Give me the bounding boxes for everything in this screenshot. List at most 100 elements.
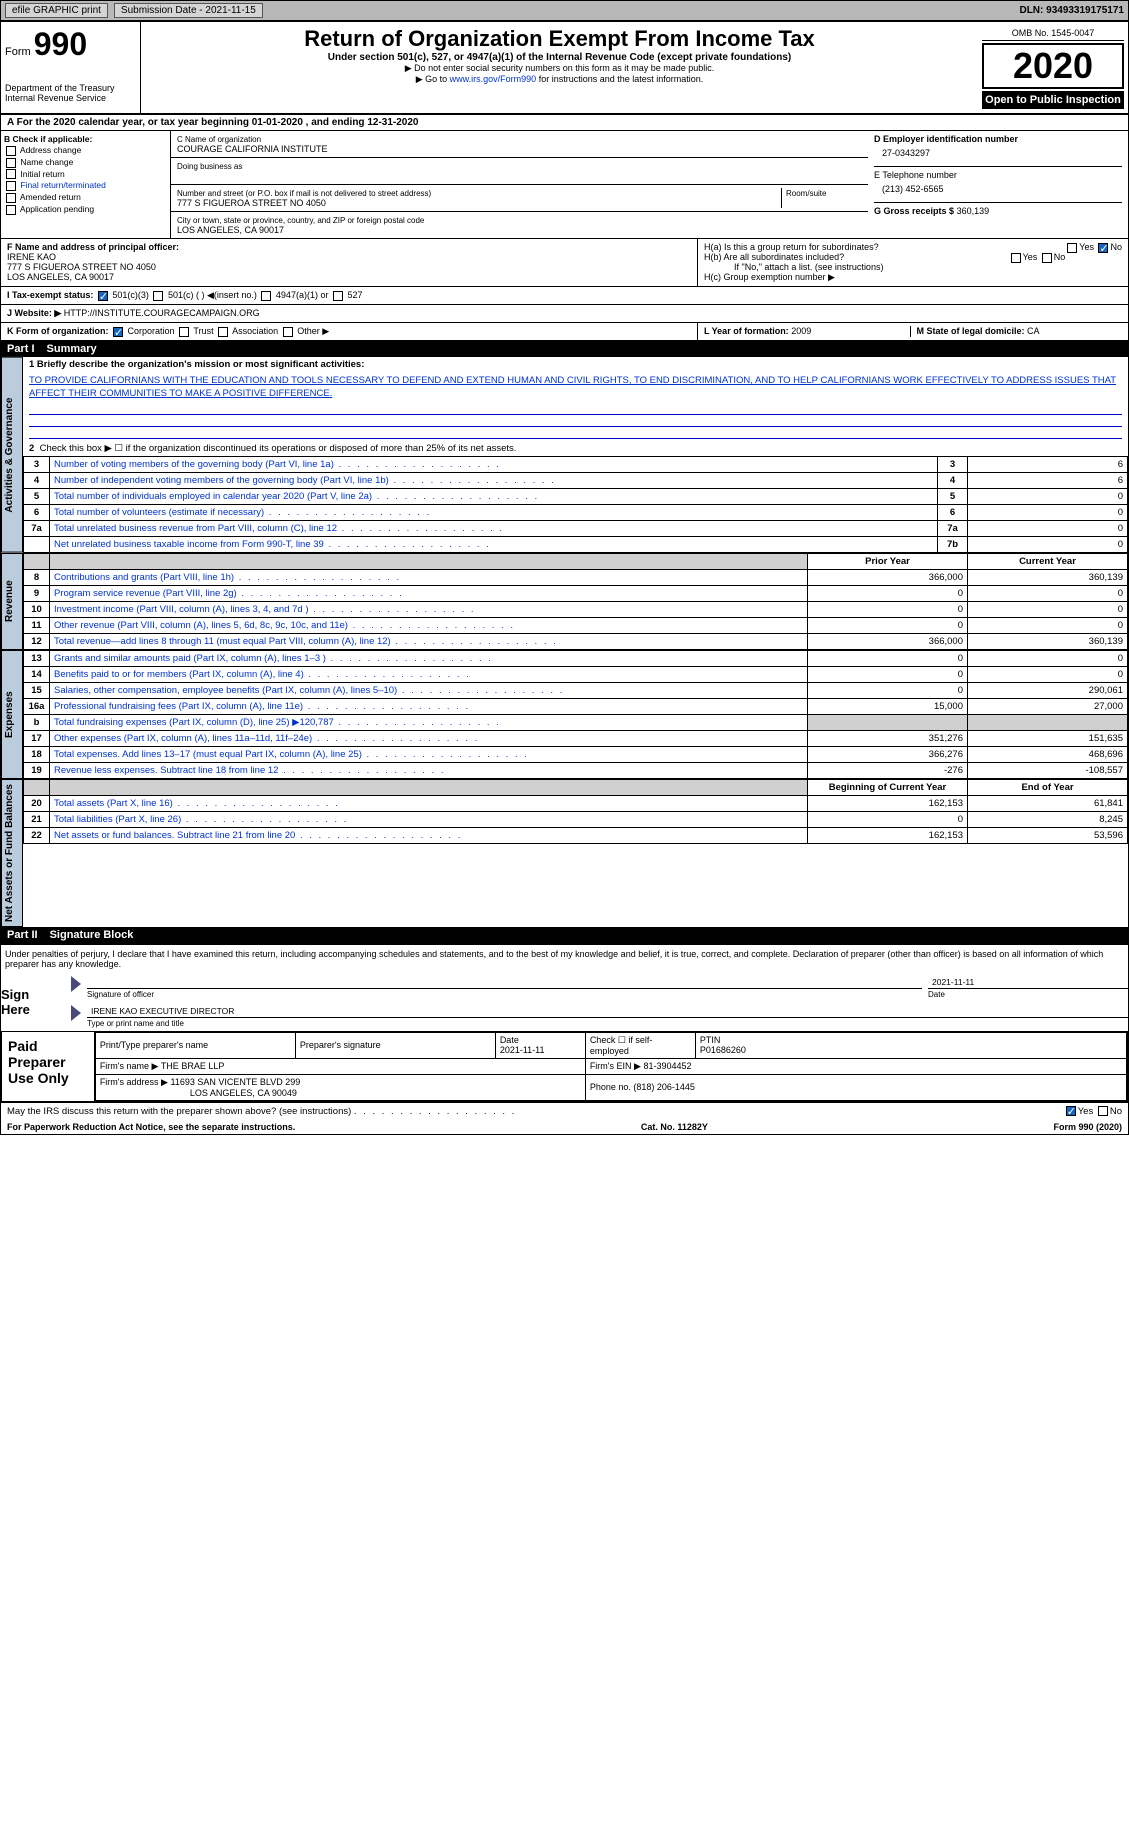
col-c: C Name of organization COURAGE CALIFORNI… xyxy=(171,131,868,238)
table-row: 10Investment income (Part VIII, column (… xyxy=(24,601,1128,617)
netassets-table: Beginning of Current Year End of Year 20… xyxy=(23,779,1128,844)
ein: 27-0343297 xyxy=(882,148,1122,158)
ck-amended[interactable]: Amended return xyxy=(4,192,167,203)
firm-addr: 11693 SAN VICENTE BLVD 299 xyxy=(170,1077,300,1087)
city-cell: City or town, state or province, country… xyxy=(171,212,868,238)
netassets-section: Net Assets or Fund Balances Beginning of… xyxy=(1,779,1128,927)
foot-right: Form 990 (2020) xyxy=(1053,1122,1122,1132)
table-row: 5Total number of individuals employed in… xyxy=(24,488,1128,504)
city: LOS ANGELES, CA 90017 xyxy=(177,225,284,235)
row-bcd: B Check if applicable: Address change Na… xyxy=(1,131,1128,239)
part1-header: Part ISummary xyxy=(1,341,1128,357)
ck-assoc[interactable] xyxy=(218,327,228,337)
line2: 2 Check this box ▶ ☐ if the organization… xyxy=(23,441,1128,456)
sign-here-label: Sign Here xyxy=(1,987,61,1017)
sig-arrow-icon-2 xyxy=(71,1005,81,1021)
expenses-section: Expenses 13Grants and similar amounts pa… xyxy=(1,650,1128,779)
header-left: Form 990 Department of the Treasury Inte… xyxy=(1,22,141,113)
ck-501c[interactable] xyxy=(153,291,163,301)
governance-table: 3Number of voting members of the governi… xyxy=(23,456,1128,553)
discuss-row: May the IRS discuss this return with the… xyxy=(1,1102,1128,1120)
table-row: 20Total assets (Part X, line 16)162,1536… xyxy=(24,795,1128,811)
preparer-block: Paid Preparer Use Only Print/Type prepar… xyxy=(1,1031,1128,1102)
ck-final-return[interactable]: Final return/terminated xyxy=(4,180,167,191)
note-ssn: ▶ Do not enter social security numbers o… xyxy=(145,63,974,74)
sidelabel-expenses: Expenses xyxy=(1,650,23,779)
irs-link[interactable]: www.irs.gov/Form990 xyxy=(450,74,537,84)
dept-label: Department of the Treasury Internal Reve… xyxy=(5,83,136,103)
table-row: 13Grants and similar amounts paid (Part … xyxy=(24,650,1128,666)
table-row: Net unrelated business taxable income fr… xyxy=(24,536,1128,552)
ck-discuss-yes[interactable] xyxy=(1066,1106,1076,1116)
part2-header: Part IISignature Block xyxy=(1,927,1128,943)
table-row: 15Salaries, other compensation, employee… xyxy=(24,682,1128,698)
year-formation: 2009 xyxy=(791,326,811,336)
note-goto: ▶ Go to www.irs.gov/Form990 for instruct… xyxy=(145,74,974,85)
table-row: 9Program service revenue (Part VIII, lin… xyxy=(24,585,1128,601)
ck-527[interactable] xyxy=(333,291,343,301)
tax-year: 2020 xyxy=(982,43,1124,89)
table-row: 12Total revenue—add lines 8 through 11 (… xyxy=(24,633,1128,649)
street: 777 S FIGUEROA STREET NO 4050 xyxy=(177,198,326,208)
penalties-text: Under penalties of perjury, I declare th… xyxy=(1,943,1128,973)
table-row: 17Other expenses (Part IX, column (A), l… xyxy=(24,730,1128,746)
submission-date-button[interactable]: Submission Date - 2021-11-15 xyxy=(114,3,263,18)
col-d: D Employer identification number 27-0343… xyxy=(868,131,1128,238)
header-mid: Return of Organization Exempt From Incom… xyxy=(141,22,978,113)
col-b: B Check if applicable: Address change Na… xyxy=(1,131,171,238)
table-row: 21Total liabilities (Part X, line 26)08,… xyxy=(24,811,1128,827)
table-row: 16aProfessional fundraising fees (Part I… xyxy=(24,698,1128,714)
street-cell: Number and street (or P.O. box if mail i… xyxy=(171,185,868,212)
ck-corp[interactable] xyxy=(113,327,123,337)
foot-left: For Paperwork Reduction Act Notice, see … xyxy=(7,1122,295,1132)
header-right: OMB No. 1545-0047 2020 Open to Public In… xyxy=(978,22,1128,113)
ck-trust[interactable] xyxy=(179,327,189,337)
line-a: A For the 2020 calendar year, or tax yea… xyxy=(1,115,1128,131)
gross-receipts: 360,139 xyxy=(957,206,990,216)
officer-signed-name: IRENE KAO EXECUTIVE DIRECTOR xyxy=(87,1005,1128,1018)
firm-ein: 81-3904452 xyxy=(643,1061,691,1071)
topbar: efile GRAPHIC print Submission Date - 20… xyxy=(0,0,1129,21)
row-i: I Tax-exempt status: 501(c)(3) 501(c) ( … xyxy=(1,287,1128,305)
row-klm: K Form of organization: Corporation Trus… xyxy=(1,323,1128,341)
omb-number: OMB No. 1545-0047 xyxy=(982,26,1124,41)
efile-button[interactable]: efile GRAPHIC print xyxy=(5,3,108,18)
expenses-table: 13Grants and similar amounts paid (Part … xyxy=(23,650,1128,779)
ck-discuss-no[interactable] xyxy=(1098,1106,1108,1116)
foot-mid: Cat. No. 11282Y xyxy=(641,1122,708,1132)
form-title: Return of Organization Exempt From Incom… xyxy=(145,26,974,52)
ck-address-change[interactable]: Address change xyxy=(4,145,167,156)
org-name-cell: C Name of organization COURAGE CALIFORNI… xyxy=(171,131,868,158)
table-row: 22Net assets or fund balances. Subtract … xyxy=(24,827,1128,843)
form-number: Form 990 xyxy=(5,26,136,63)
ck-4947[interactable] xyxy=(261,291,271,301)
form-subtitle: Under section 501(c), 527, or 4947(a)(1)… xyxy=(145,52,974,63)
firm-phone: (818) 206-1445 xyxy=(633,1082,695,1092)
ck-name-change[interactable]: Name change xyxy=(4,157,167,168)
telephone: (213) 452-6565 xyxy=(882,184,1122,194)
preparer-label: Paid Preparer Use Only xyxy=(2,1032,95,1101)
header: Form 990 Department of the Treasury Inte… xyxy=(1,22,1128,115)
ck-initial-return[interactable]: Initial return xyxy=(4,169,167,180)
table-row: 18Total expenses. Add lines 13–17 (must … xyxy=(24,746,1128,762)
ptin: P01686260 xyxy=(700,1045,746,1055)
officer-name: IRENE KAO xyxy=(7,252,56,262)
sidelabel-revenue: Revenue xyxy=(1,553,23,650)
sidelabel-netassets: Net Assets or Fund Balances xyxy=(1,779,23,927)
ck-501c3[interactable] xyxy=(98,291,108,301)
table-row: 6Total number of volunteers (estimate if… xyxy=(24,504,1128,520)
firm-name: THE BRAE LLP xyxy=(161,1061,225,1071)
row-fh: F Name and address of principal officer:… xyxy=(1,239,1128,287)
ck-other[interactable] xyxy=(283,327,293,337)
table-row: 14Benefits paid to or for members (Part … xyxy=(24,666,1128,682)
table-row: 8Contributions and grants (Part VIII, li… xyxy=(24,569,1128,585)
governance-section: Activities & Governance 1 Briefly descri… xyxy=(1,357,1128,553)
dln-label: DLN: 93493319175171 xyxy=(1019,5,1124,16)
table-row: 19Revenue less expenses. Subtract line 1… xyxy=(24,762,1128,778)
ck-application[interactable]: Application pending xyxy=(4,204,167,215)
footer: For Paperwork Reduction Act Notice, see … xyxy=(1,1120,1128,1134)
table-row: 4Number of independent voting members of… xyxy=(24,472,1128,488)
dba-cell: Doing business as xyxy=(171,158,868,185)
website-url: HTTP://INSTITUTE.COURAGECAMPAIGN.ORG xyxy=(64,308,260,318)
officer-cell: F Name and address of principal officer:… xyxy=(1,239,698,286)
